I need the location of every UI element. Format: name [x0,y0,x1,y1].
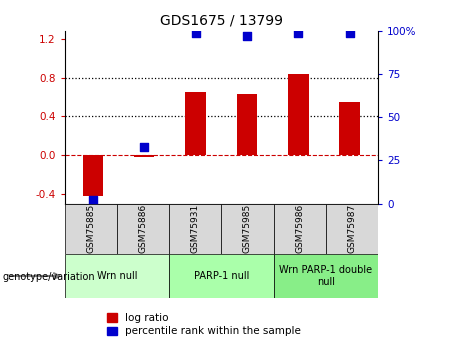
Point [192,30,199,36]
Bar [169,204,221,254]
Text: GSM75885: GSM75885 [86,204,95,253]
Text: GSM75931: GSM75931 [191,204,200,253]
Bar [221,204,273,254]
Point [141,144,148,149]
Point [295,30,302,36]
Bar [326,204,378,254]
Text: Wrn PARP-1 double
null: Wrn PARP-1 double null [279,265,372,287]
Point [89,197,96,203]
Bar [83,155,103,196]
Bar [273,254,378,298]
Bar [134,155,154,157]
Text: genotype/variation: genotype/variation [2,272,95,282]
Legend: log ratio, percentile rank within the sample: log ratio, percentile rank within the sa… [106,313,301,336]
Text: GSM75985: GSM75985 [243,204,252,253]
Bar [288,74,309,155]
Text: GSM75886: GSM75886 [138,204,148,253]
Point [346,30,354,36]
Point [243,33,251,39]
Bar [339,102,360,155]
Text: PARP-1 null: PARP-1 null [194,271,249,281]
Bar [273,204,326,254]
Text: GSM75987: GSM75987 [348,204,356,253]
Bar [169,254,273,298]
Bar [65,254,169,298]
Text: GSM75986: GSM75986 [295,204,304,253]
Bar [236,94,257,155]
Text: Wrn null: Wrn null [96,271,137,281]
Title: GDS1675 / 13799: GDS1675 / 13799 [160,13,283,27]
Bar [65,204,117,254]
Bar [117,204,169,254]
Bar [185,92,206,155]
